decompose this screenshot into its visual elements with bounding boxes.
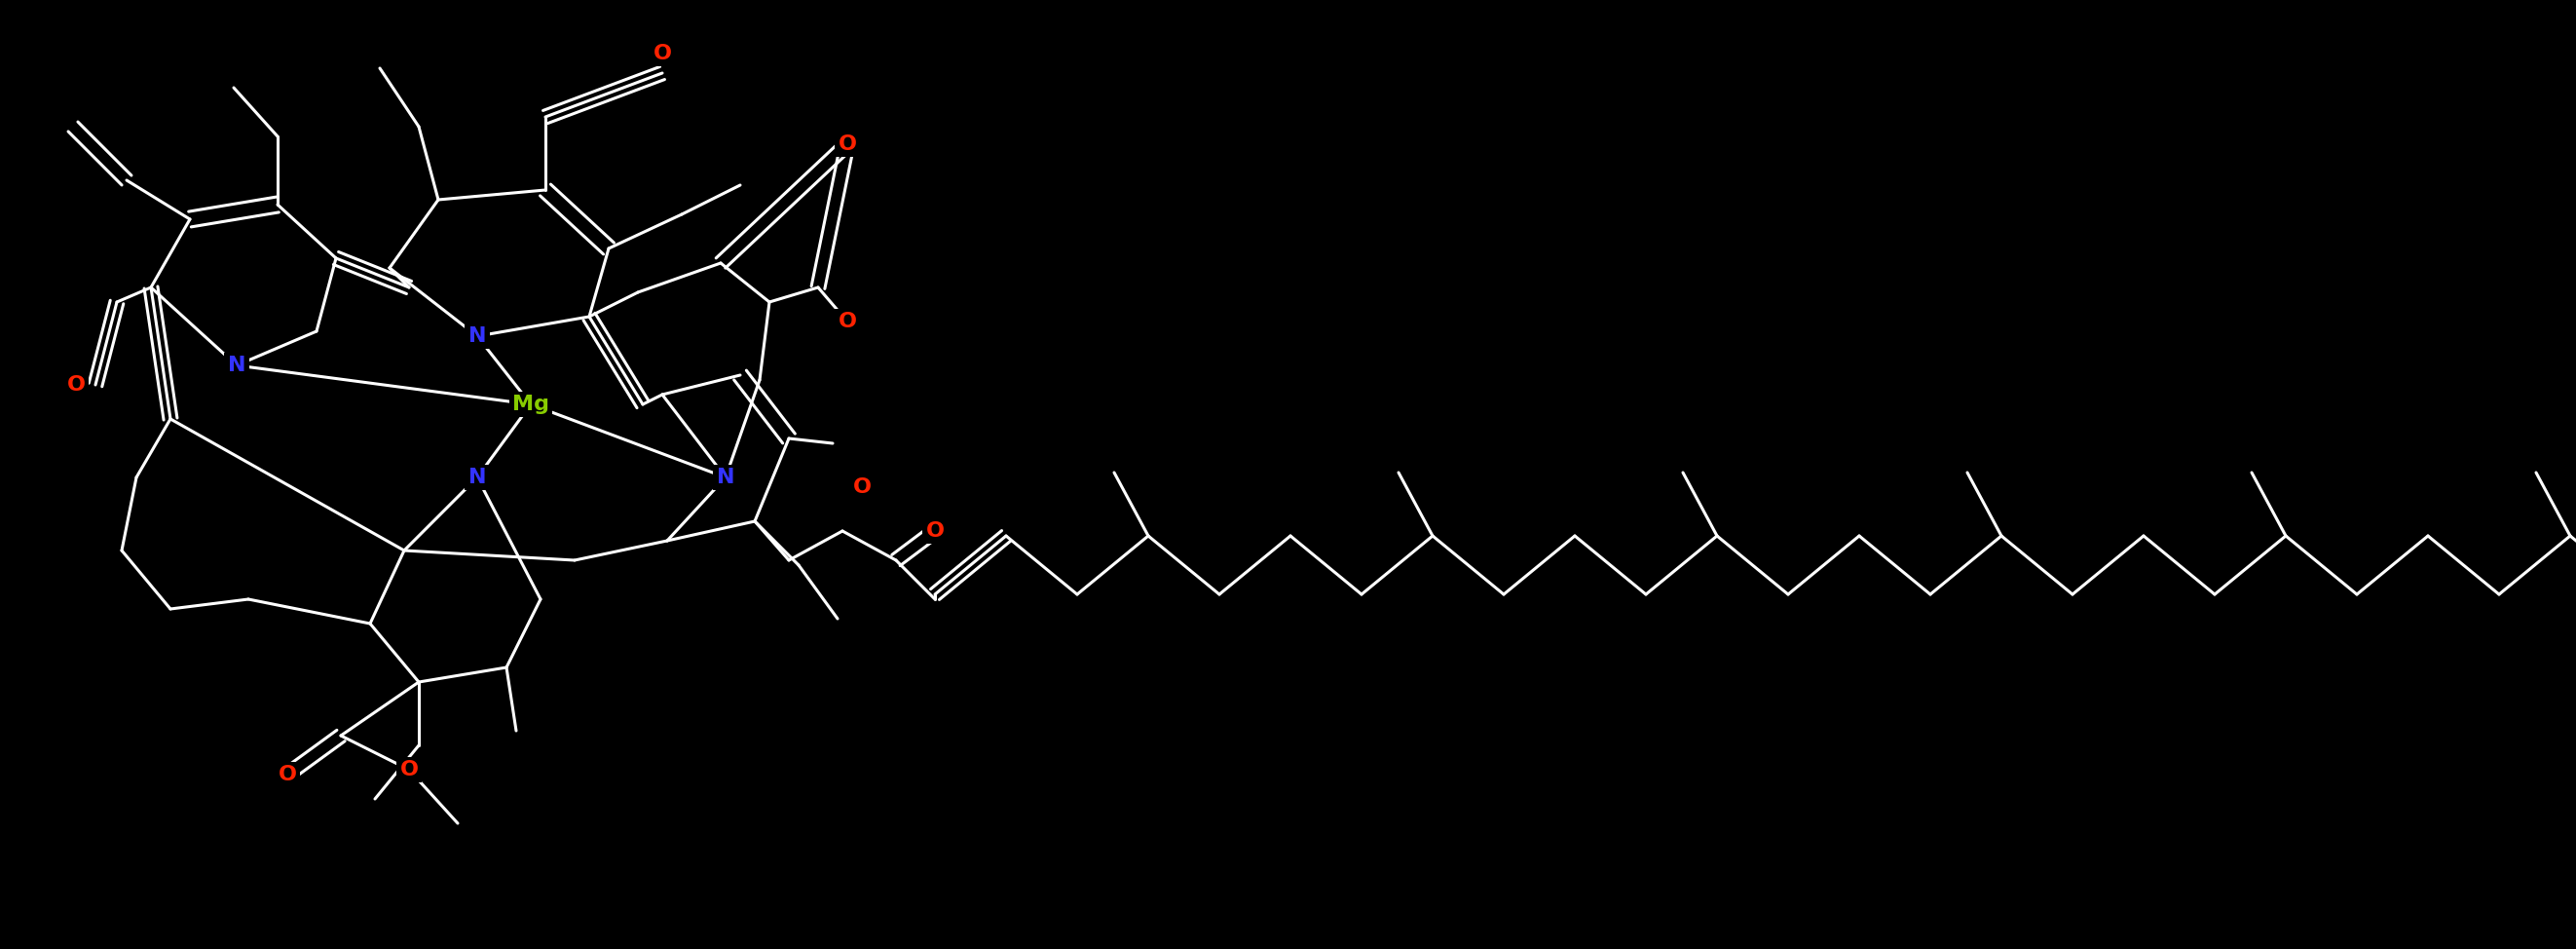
Text: N: N <box>469 468 487 487</box>
Text: O: O <box>925 521 945 541</box>
Text: N: N <box>716 468 734 487</box>
Text: N: N <box>469 326 487 345</box>
Text: O: O <box>837 135 858 154</box>
Text: N: N <box>227 356 245 375</box>
Text: O: O <box>853 477 871 497</box>
Text: O: O <box>278 765 296 784</box>
Text: O: O <box>67 375 85 395</box>
Text: O: O <box>837 312 858 331</box>
Text: O: O <box>399 760 417 779</box>
Text: Mg: Mg <box>513 395 549 414</box>
Text: O: O <box>853 477 871 497</box>
Text: O: O <box>652 44 672 64</box>
